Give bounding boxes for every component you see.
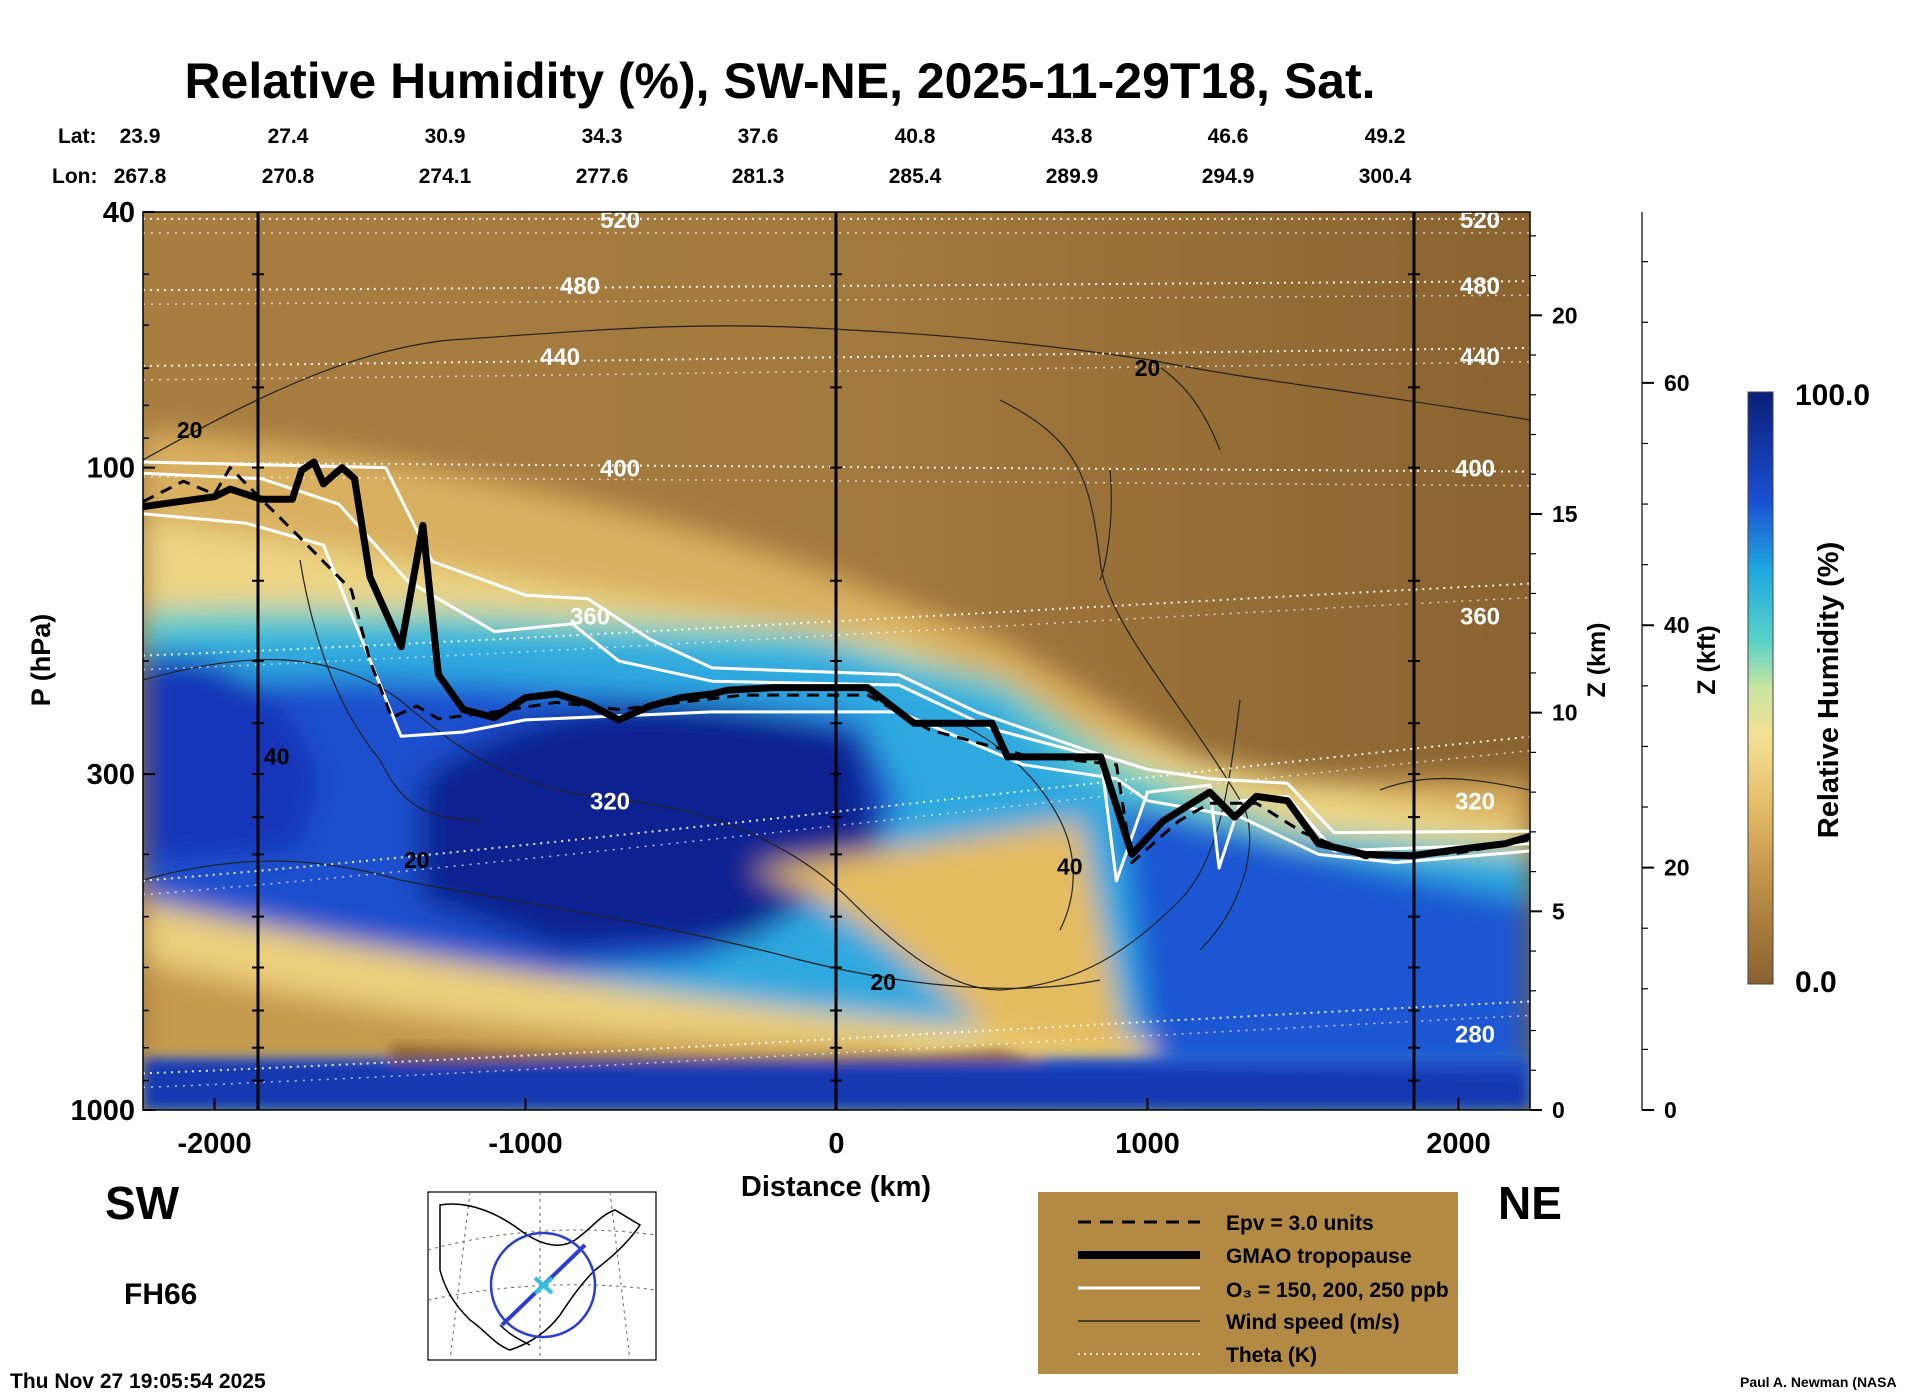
z-kft-tick-label: 40	[1664, 612, 1690, 638]
lon-value: 285.4	[888, 165, 942, 188]
theta-label: 400	[1455, 456, 1495, 483]
y-tick-label: 40	[103, 197, 135, 229]
lat-value: 43.8	[1051, 125, 1093, 148]
wind-speed-label: 20	[1135, 355, 1161, 381]
y-tick-label: 1000	[70, 1095, 135, 1127]
lon-value: 277.6	[575, 165, 629, 188]
lat-label: Lat:	[58, 125, 97, 148]
lon-value: 274.1	[418, 165, 472, 188]
theta-label: 440	[540, 344, 580, 371]
wind-speed-label: 40	[1057, 854, 1083, 880]
sw-label: SW	[105, 1177, 180, 1229]
theta-label: 280	[1455, 1021, 1495, 1048]
z-km-tick-label: 5	[1552, 898, 1565, 924]
lon-value: 281.3	[731, 165, 785, 188]
epv-contour	[143, 466, 1530, 865]
lon-label: Lon:	[52, 165, 98, 188]
z-kft-tick-label: 0	[1664, 1097, 1677, 1123]
z-kft-tick-label: 60	[1664, 370, 1690, 396]
theta-label: 480	[560, 273, 600, 300]
theta-label: 320	[590, 789, 630, 816]
x-tick-label: 0	[828, 1128, 844, 1160]
lat-value: 34.3	[581, 125, 623, 148]
wind-speed-label: 20	[870, 969, 896, 995]
tropopause	[143, 458, 1530, 860]
wind-speed-label: 20	[177, 417, 203, 443]
theta-label: 520	[600, 207, 640, 234]
lon-value: 267.8	[113, 165, 167, 188]
z-km-tick-label: 10	[1552, 700, 1578, 726]
axes: -2000 -1000 0 1000 2000 40 100 300 1000 0 5 10 15 20 0…	[70, 197, 1689, 1160]
legend-theta: Theta (K)	[1226, 1344, 1317, 1367]
legend-epv: Epv = 3.0 units	[1226, 1212, 1374, 1235]
lat-value: 37.6	[737, 125, 779, 148]
lon-value: 294.9	[1201, 165, 1255, 188]
forecast-hour: FH66	[124, 1278, 198, 1311]
ne-label: NE	[1498, 1177, 1562, 1229]
inset-map	[427, 1191, 657, 1361]
x-tick-label: -1000	[488, 1128, 562, 1160]
ozone-contour	[143, 460, 1530, 835]
colorbar-min: 0.0	[1795, 966, 1837, 999]
vertical-ticks	[252, 273, 1420, 1082]
z-km-tick-label: 20	[1552, 302, 1578, 328]
lon-value: 289.9	[1045, 165, 1099, 188]
colorbar-max: 100.0	[1795, 379, 1870, 412]
z-kft-axis-title: Z (kft)	[1693, 625, 1721, 694]
theta-label: 440	[1460, 344, 1500, 371]
tropopause-line	[143, 458, 1530, 860]
legend-wind: Wind speed (m/s)	[1226, 1311, 1400, 1334]
epv-line	[143, 466, 1530, 865]
legend-trop: GMAO tropopause	[1226, 1245, 1412, 1268]
colorbar-label: Relative Humidity (%)	[1813, 542, 1845, 839]
theta-label: 520	[1460, 207, 1500, 234]
z-km-tick-label: 15	[1552, 501, 1578, 527]
colorbar	[1747, 391, 1774, 985]
theta-label: 320	[1455, 789, 1495, 816]
wind-speed-label: 20	[404, 847, 430, 873]
contour-labels: 20 20 40 20 40 20	[177, 355, 1160, 995]
y-axis-title: P (hPa)	[26, 614, 56, 707]
lat-value: 46.6	[1207, 125, 1249, 148]
lon-value: 300.4	[1358, 165, 1412, 188]
timestamp: Thu Nov 27 19:05:54 2025	[10, 1370, 266, 1393]
lon-value: 270.8	[261, 165, 315, 188]
z-kft-tick-label: 20	[1664, 855, 1690, 881]
wind-speed-contours	[143, 325, 1530, 991]
y-tick-label: 100	[87, 453, 135, 485]
x-tick-label: 1000	[1115, 1128, 1180, 1160]
chart-title: Relative Humidity (%), SW-NE, 2025-11-29…	[184, 53, 1376, 109]
lat-value: 23.9	[119, 125, 161, 148]
y-tick-label: 300	[87, 759, 135, 791]
lat-value: 30.9	[424, 125, 466, 148]
legend: Epv = 3.0 units GMAO tropopause O₃ = 150…	[1038, 1192, 1458, 1374]
x-axis-title: Distance (km)	[741, 1171, 931, 1203]
z-km-tick-label: 0	[1552, 1097, 1565, 1123]
x-tick-label: 2000	[1426, 1128, 1491, 1160]
legend-o3: O₃ = 150, 200, 250 ppb	[1226, 1279, 1449, 1302]
z-km-axis-title: Z (km)	[1583, 623, 1611, 698]
lat-value: 27.4	[267, 125, 309, 148]
lat-value: 40.8	[894, 125, 936, 148]
theta-label: 360	[1460, 604, 1500, 631]
lat-value: 49.2	[1364, 125, 1406, 148]
theta-label: 480	[1460, 273, 1500, 300]
x-tick-label: -2000	[177, 1128, 251, 1160]
credit: Paul A. Newman (NASA	[1740, 1374, 1897, 1390]
wind-speed-label: 40	[264, 744, 290, 770]
theta-label: 400	[600, 456, 640, 483]
